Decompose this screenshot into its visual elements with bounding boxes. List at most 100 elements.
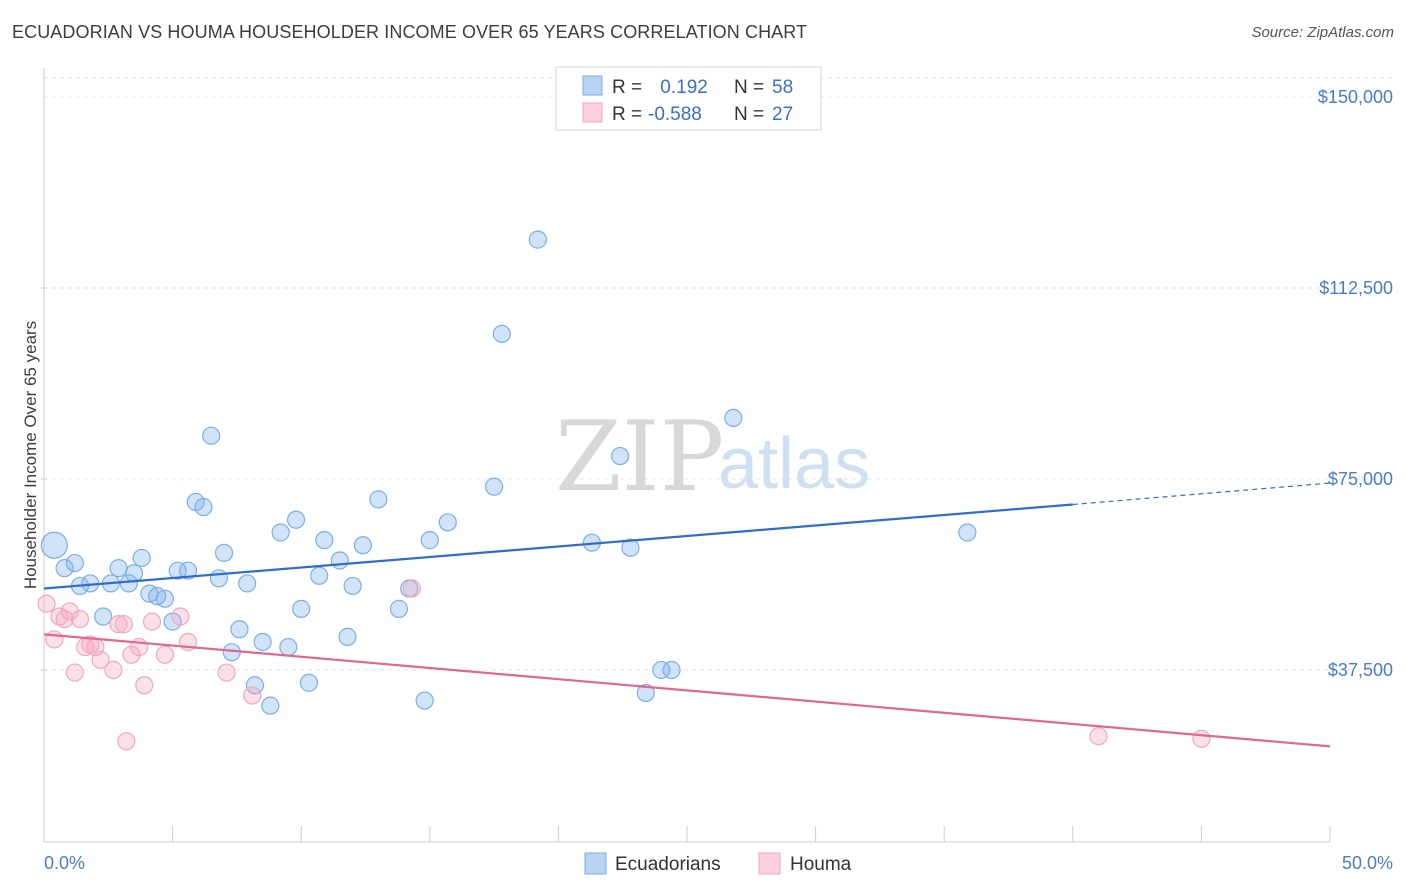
houma-point [70,609,90,629]
legend-n-value-1: 58 [772,77,793,98]
legend-r-value-2: -0.588 [648,104,702,125]
legend-swatch-houma [582,102,603,123]
ecuadorians-point [438,513,457,532]
legend-swatch-ecuadorians [582,75,603,96]
ecuadorians-point [155,589,174,608]
ecuadorians-point [338,627,357,646]
houma-point [122,645,141,664]
ecuadorians-point [353,536,373,555]
ecuadorians-point [202,426,221,445]
ecuadorians-trend-line [43,503,1073,590]
chart-title: ECUADORIAN VS HOUMA HOUSEHOLDER INCOME O… [12,22,808,42]
y-tick-label: $37,500 [1328,660,1393,680]
ecuadorians-point [662,660,681,680]
ecuadorians-point [214,543,234,562]
houma-point [402,579,421,598]
ecuadorians-point [55,559,74,578]
ecuadorians-point [343,576,362,596]
houma-point [1192,729,1211,748]
axes [41,68,1331,843]
ecuadorians-point [238,574,257,593]
ecuadorians-point [109,559,128,578]
ecuadorians-point [724,408,743,427]
ecuadorians-point [279,637,298,657]
ecuadorians-point [209,569,228,588]
ecuadorians-point [299,673,319,692]
x-tick-label: 0.0% [44,853,85,873]
legend-n-value-2: 27 [772,104,793,125]
legend-r-label-2: R = [612,104,642,125]
ecuadorians-point [636,683,655,703]
houma-point [171,607,190,626]
houma-point [65,663,84,682]
ecuadorians-point [132,548,151,568]
ecuadorians-point [40,531,68,559]
ecuadorians-point [230,620,249,639]
y-axis-label: Householder Income Over 65 years [21,321,40,589]
source-credit: Source: ZipAtlas.com [1251,24,1394,41]
bottom-legend-houma: Houma [790,854,852,875]
ecuadorians-point [652,660,671,680]
houma-point [155,645,174,664]
ecuadorians-point [528,230,547,249]
x-tick-labels: 0.0% 50.0% [44,853,1393,873]
houma-point [50,607,69,626]
ecuadorians-point [315,531,334,550]
ecuadorians-point [330,551,349,570]
legend-top: R = 0.192 N = 58 R = -0.588 N = 27 [555,66,822,131]
legend-n-label-1: N = [734,77,764,98]
ecuadorians-point [253,632,272,652]
legend-n-label-2: N = [734,104,764,125]
y-tick-labels: $37,500 $75,000 $112,500 $150,000 [1318,87,1393,680]
trend-lines [43,482,1331,748]
ecuadorians-point [611,446,630,466]
ecuadorians-point [286,510,306,529]
watermark: ZIP atlas [555,401,870,513]
ecuadorians-point [178,561,198,580]
houma-point [45,630,64,649]
houma-point [37,594,56,613]
ecuadorians-point [261,696,280,715]
x-tick-label: 50.0% [1342,853,1393,873]
ecuadorians-point [94,607,113,626]
houma-point [104,660,123,680]
houma-point [117,732,136,751]
houma-point [1089,727,1108,746]
ecuadorians-point [369,490,388,509]
ecuadorians-point [310,566,329,585]
ecuadorians-point [958,523,977,542]
ecuadorians-point [389,599,409,618]
ecuadorians-point [271,523,290,542]
y-tick-label: $75,000 [1328,469,1393,489]
ecuadorians-point [168,561,187,580]
ecuadorians-point [492,324,511,343]
houma-point [109,615,128,634]
houma-point [60,602,79,621]
ecuadorians-point [124,564,144,583]
watermark-atlas: atlas [718,424,870,504]
ecuadorians-point [485,477,504,496]
bottom-legend-swatch-ecuadorians [584,852,607,875]
ecuadorians-point [420,531,439,550]
ecuadorians-point [415,691,434,710]
houma-trend-line [43,633,1331,748]
ecuadorians-point [194,497,213,517]
y-tick-label: $112,500 [1319,278,1393,298]
data-points [37,230,1211,751]
legend-r-value-1: 0.192 [655,77,708,98]
watermark-zip: ZIP [555,401,724,513]
bottom-legend-ecuadorians: Ecuadorians [615,854,721,875]
ecuadorians-point [621,538,640,557]
houma-point [81,635,100,654]
houma-point [142,612,162,631]
houma-point [217,663,236,682]
ecuadorians-point [119,574,138,593]
legend-bottom: Ecuadorians Houma [584,852,852,875]
y-tick-label: $150,000 [1318,87,1393,107]
houma-point [243,686,262,705]
ecuadorians-point [65,553,84,573]
houma-point [114,615,133,634]
houma-point [135,676,154,695]
bottom-legend-swatch-houma [758,852,781,875]
